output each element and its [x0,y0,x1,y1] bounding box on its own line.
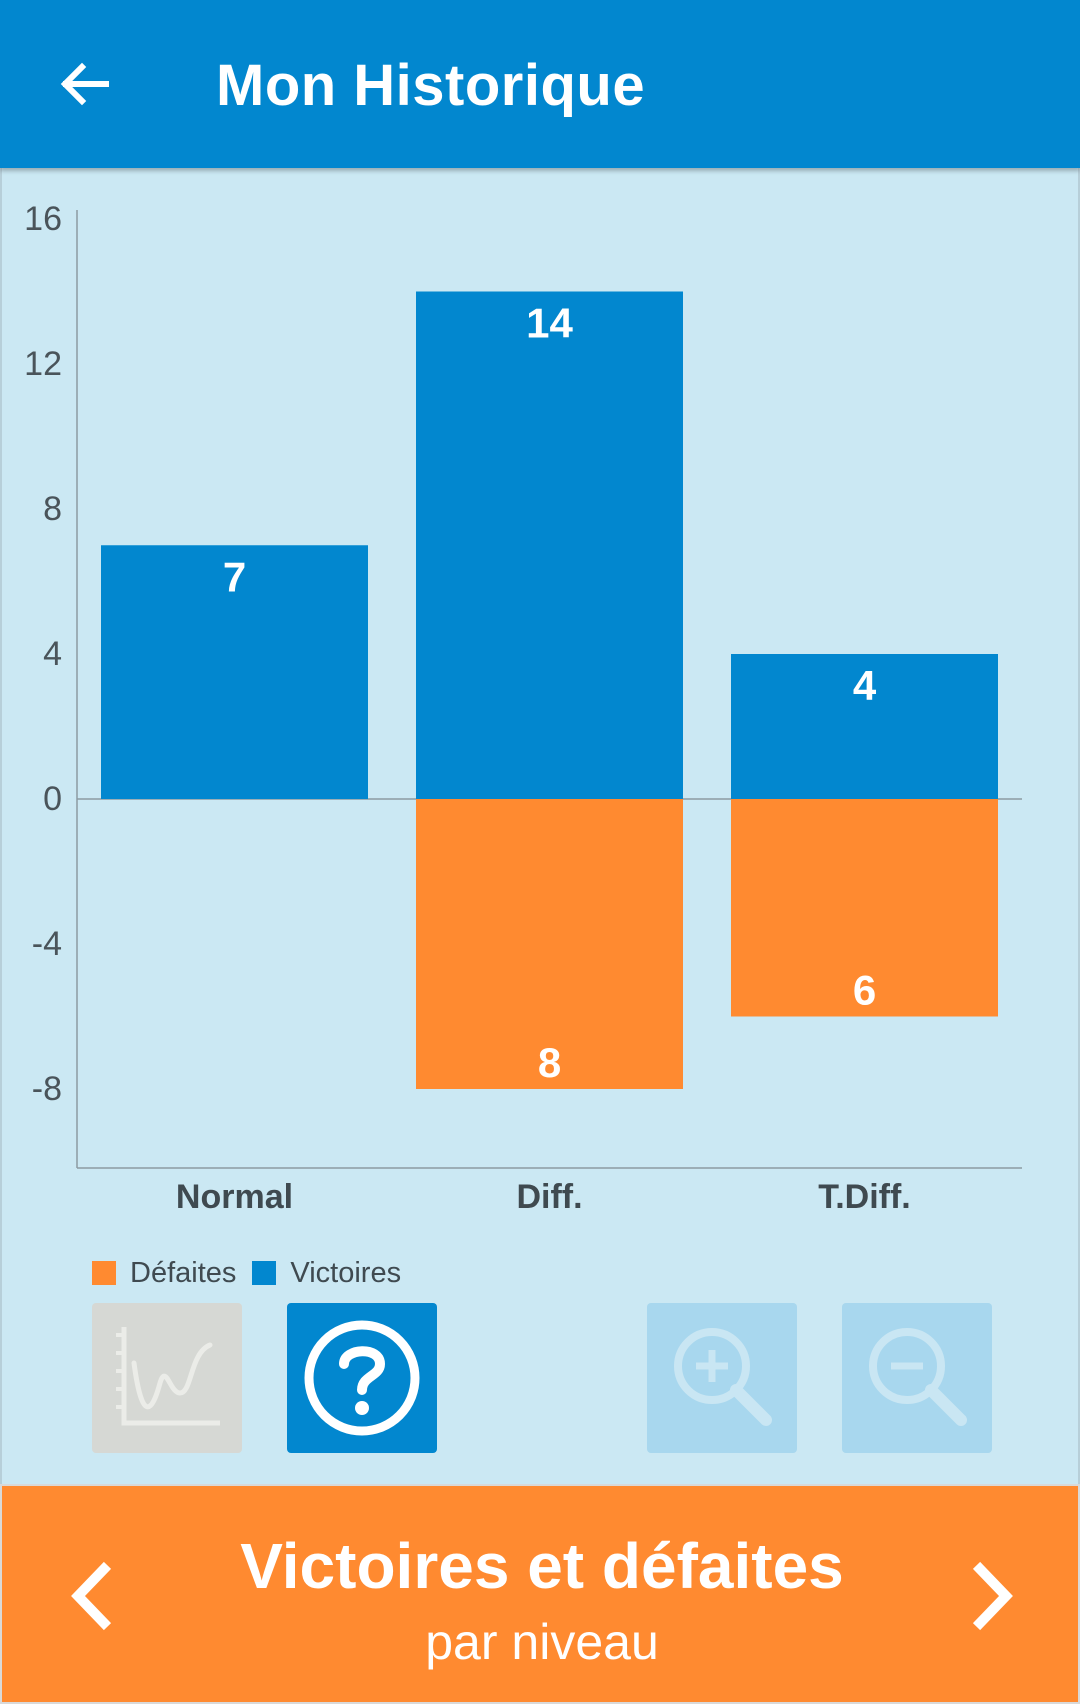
data-label: 6 [853,967,876,1014]
page-title: Mon Historique [216,53,646,118]
chart-selector-footer: Victoires et défaites par niveau [0,1484,1080,1704]
y-tick-label: 8 [43,490,62,528]
chart-panel: 16 12 8 4 0 -4 -8 7 Normal 14 8 Diff. 4 6 T.Diff. Défa… [0,168,1080,1484]
zoom-in-icon [674,1328,772,1426]
bar-défaites [416,799,683,1089]
chevron-left-icon [71,1561,112,1631]
previous-chart-button[interactable] [50,1556,130,1636]
bar-victoires [101,545,368,799]
chart-title: Victoires et défaites [240,1530,844,1602]
y-tick-label: -8 [32,1070,62,1108]
legend-label-victoires: Victoires [290,1256,402,1289]
y-tick-label: 16 [24,200,62,238]
back-button[interactable] [44,44,124,124]
y-tick-label: 12 [24,345,62,383]
arrow-left-icon [60,62,109,106]
chevron-right-icon [972,1561,1013,1631]
bar-défaites [731,799,998,1017]
y-tick-label: 0 [43,780,62,818]
legend-item-defaites: Défaites [92,1257,236,1290]
legend-swatch-defaites [92,1261,116,1285]
data-label: 4 [853,662,877,709]
data-label: 7 [223,553,246,600]
y-tick-label: 4 [43,635,62,673]
help-button[interactable] [287,1303,437,1453]
data-label: 8 [538,1039,561,1086]
chart-type-button[interactable] [92,1303,242,1453]
bar-victoires [416,291,683,799]
line-chart-icon [116,1327,220,1426]
chart-legend: Défaites Victoires [92,1253,417,1293]
x-tick-label: Normal [176,1178,293,1216]
legend-swatch-victoires [252,1261,277,1285]
zoom-out-icon [869,1328,967,1426]
y-tick-label: -4 [32,925,62,963]
x-tick-label: T.Diff. [818,1178,911,1216]
help-circle-icon [304,1320,420,1436]
bar-victoires [731,654,998,799]
bar-chart: 16 12 8 4 0 -4 -8 7 Normal 14 8 Diff. 4 6 T.Diff. [24,200,1022,1216]
data-label: 14 [526,300,573,347]
legend-item-victoires: Victoires [252,1257,401,1290]
x-tick-label: Diff. [516,1178,582,1216]
legend-label-defaites: Défaites [130,1256,237,1289]
zoom-in-button[interactable] [647,1303,797,1453]
zoom-out-button[interactable] [842,1303,992,1453]
app-bar: Mon Historique [0,0,1080,168]
next-chart-button[interactable] [954,1556,1034,1636]
chart-subtitle: par niveau [425,1614,659,1670]
